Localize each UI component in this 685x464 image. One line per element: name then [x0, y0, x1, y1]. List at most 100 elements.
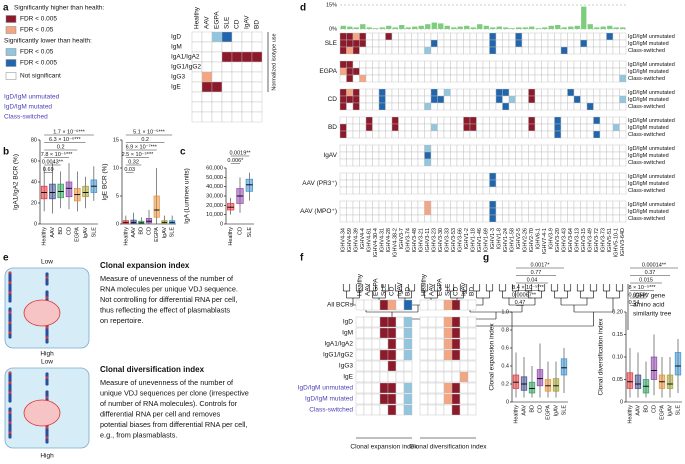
heatmap-cell: [612, 116, 620, 125]
heatmap-cell: [467, 393, 477, 405]
heatmap-cell: [352, 95, 360, 104]
heatmap-cell: [541, 200, 549, 209]
heatmap-cell: [482, 95, 490, 104]
heatmap-cell: [417, 123, 425, 132]
heatmap-cell: [371, 299, 381, 311]
gene-label: IGHV3-66: [458, 228, 464, 252]
x-tick-label: EGPA: [75, 227, 81, 242]
heatmap-cell: [211, 91, 223, 103]
x-axis-label: Clonal expansion index: [350, 444, 418, 451]
heatmap-cell: [508, 32, 516, 41]
heatmap-cell: [231, 71, 243, 83]
heatmap-cell: [560, 144, 568, 153]
heatmap-cell: [391, 46, 399, 55]
heatmap-cell: [339, 207, 347, 216]
heatmap-cell: [430, 67, 438, 76]
heatmap-cell: [586, 74, 594, 83]
bar: [438, 23, 444, 29]
heatmap-cell: [359, 214, 367, 223]
heatmap-cell: [395, 393, 405, 405]
heatmap-cell: [586, 123, 594, 132]
heatmap-cell: [606, 214, 614, 223]
box: [227, 203, 235, 211]
heatmap-cell: [424, 214, 432, 223]
heatmap-cell: [619, 179, 627, 188]
heatmap-cell: [437, 123, 445, 132]
heatmap-cell: [476, 151, 484, 160]
heatmap-cell: [346, 116, 354, 125]
heatmap-cell: [586, 95, 594, 104]
heatmap-cell: [586, 144, 594, 153]
heatmap-cell: [339, 151, 347, 160]
heatmap-cell: [372, 172, 380, 181]
heatmap-cell: [534, 60, 542, 69]
heatmap-cell: [443, 39, 451, 48]
heatmap-cell: [467, 382, 477, 394]
row-label: Class-switched: [628, 216, 665, 222]
heatmap-cell: [450, 74, 458, 83]
heatmap-cell: [427, 404, 437, 416]
heatmap-cell: [534, 151, 542, 160]
cell-dot: [8, 399, 12, 403]
heatmap-cell: [619, 123, 627, 132]
heatmap-cell: [221, 91, 233, 103]
heatmap-cell: [391, 95, 399, 104]
heatmap-cell: [612, 88, 620, 97]
x-tick-label: Healthy: [513, 405, 519, 424]
p-value: 0.47: [515, 300, 526, 306]
heatmap-cell: [404, 39, 412, 48]
heatmap-cell: [419, 371, 429, 383]
heatmap-cell: [437, 200, 445, 209]
heatmap-cell: [502, 32, 510, 41]
heatmap-cell: [398, 179, 406, 188]
heatmap-cell: [411, 158, 419, 167]
row-label: IgD/IgM mutated: [628, 41, 669, 47]
heatmap-cell: [427, 338, 437, 350]
column-label: SLE: [445, 283, 452, 296]
heatmap-cell: [541, 32, 549, 41]
y-tick-label: 60,000: [206, 165, 223, 171]
bar: [477, 24, 483, 29]
row-label: IgD: [171, 34, 181, 41]
heatmap-cell: [398, 207, 406, 216]
column-label: AAV: [429, 283, 436, 296]
gene-label: IGHV3-72: [594, 228, 600, 252]
heatmap-cell: [586, 88, 594, 97]
heatmap-cell: [534, 200, 542, 209]
heatmap-cell: [443, 123, 451, 132]
heatmap-cell: [241, 101, 253, 113]
heatmap-cell: [346, 172, 354, 181]
heatmap-cell: [508, 60, 516, 69]
column-label: AAV: [204, 16, 211, 29]
gene-label: IGHV2-70: [529, 228, 535, 252]
heatmap-cell: [403, 349, 413, 361]
index-description: on repertoire.: [100, 316, 143, 325]
heatmap-cell: [443, 158, 451, 167]
heatmap-cell: [251, 111, 263, 123]
heatmap-cell: [385, 60, 393, 69]
heatmap-cell: [612, 179, 620, 188]
heatmap-cell: [378, 214, 386, 223]
heatmap-cell: [411, 116, 419, 125]
heatmap-cell: [521, 172, 529, 181]
heatmap-cell: [372, 179, 380, 188]
heatmap-cell: [339, 144, 347, 153]
heatmap-cell: [404, 214, 412, 223]
x-tick-label: EGPA: [659, 405, 665, 420]
heatmap-cell: [515, 207, 523, 216]
p-value: 0.00014**: [642, 262, 667, 268]
heatmap-cell: [365, 67, 373, 76]
row-label: IgD/IgM mutated: [628, 97, 669, 103]
heatmap-cell: [411, 60, 419, 69]
heatmap-cell: [424, 123, 432, 132]
row-label: IgD/IgM unmutated: [298, 385, 354, 392]
heatmap-cell: [451, 393, 461, 405]
heatmap-cell: [372, 88, 380, 97]
heatmap-cell: [419, 382, 429, 394]
heatmap-cell: [398, 116, 406, 125]
p-value: 0.32: [128, 159, 139, 165]
heatmap-cell: [599, 60, 607, 69]
heatmap-cell: [411, 172, 419, 181]
heatmap-cell: [573, 123, 581, 132]
heatmap-cell: [391, 200, 399, 209]
